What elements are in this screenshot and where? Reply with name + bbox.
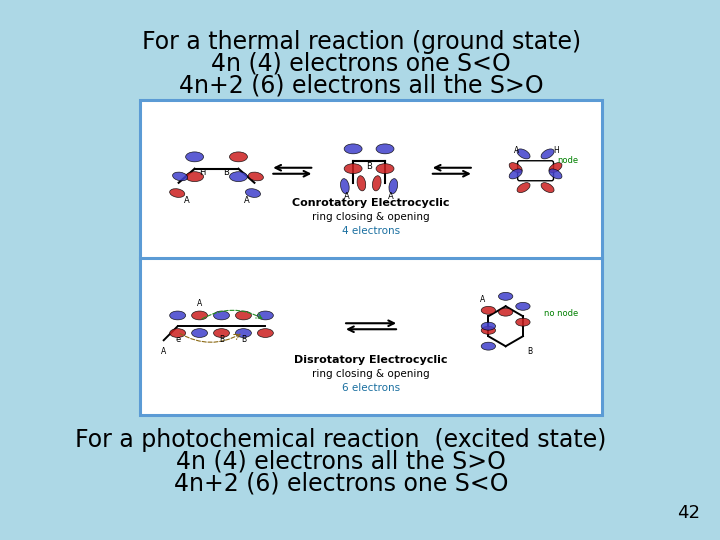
Ellipse shape <box>517 149 530 159</box>
Ellipse shape <box>192 329 207 338</box>
Ellipse shape <box>549 169 562 179</box>
Ellipse shape <box>376 164 394 173</box>
Text: B: B <box>224 168 230 177</box>
Ellipse shape <box>170 329 186 338</box>
Ellipse shape <box>214 311 230 320</box>
Text: A: A <box>344 192 350 201</box>
Text: A: A <box>184 195 189 205</box>
Ellipse shape <box>170 188 185 198</box>
Ellipse shape <box>498 308 513 316</box>
Text: 6 electrons: 6 electrons <box>342 383 400 393</box>
Text: ring closing & opening: ring closing & opening <box>312 212 430 221</box>
Text: e: e <box>175 335 180 345</box>
Ellipse shape <box>498 292 513 300</box>
Ellipse shape <box>517 183 530 193</box>
Text: A: A <box>197 299 202 308</box>
Text: A: A <box>480 295 485 304</box>
Ellipse shape <box>214 329 230 338</box>
Ellipse shape <box>258 329 274 338</box>
Ellipse shape <box>516 302 530 310</box>
Ellipse shape <box>246 188 261 198</box>
Ellipse shape <box>230 172 248 181</box>
Text: 4n (4) electrons one S<O: 4n (4) electrons one S<O <box>211 52 511 76</box>
Text: B: B <box>241 335 246 345</box>
Ellipse shape <box>186 152 204 162</box>
Text: 4 electrons: 4 electrons <box>342 226 400 235</box>
Text: A: A <box>161 347 166 356</box>
Text: For a photochemical reaction  (excited state): For a photochemical reaction (excited st… <box>76 428 607 452</box>
Ellipse shape <box>235 329 251 338</box>
Text: node: node <box>557 156 579 165</box>
Ellipse shape <box>186 172 204 181</box>
Text: B: B <box>219 335 224 345</box>
Text: H: H <box>554 146 559 155</box>
Ellipse shape <box>481 322 495 330</box>
Text: no node: no node <box>544 309 577 318</box>
Ellipse shape <box>344 164 362 173</box>
Ellipse shape <box>389 179 397 194</box>
Ellipse shape <box>258 311 274 320</box>
Text: H: H <box>199 168 206 177</box>
Ellipse shape <box>235 311 251 320</box>
Ellipse shape <box>173 172 188 181</box>
Ellipse shape <box>344 144 362 154</box>
Ellipse shape <box>549 163 562 173</box>
Ellipse shape <box>230 152 248 162</box>
Text: Disrotatory Electrocyclic: Disrotatory Electrocyclic <box>294 355 448 365</box>
Text: 4n+2 (6) electrons one S<O: 4n+2 (6) electrons one S<O <box>174 472 508 496</box>
Ellipse shape <box>376 144 394 154</box>
Ellipse shape <box>481 306 495 314</box>
Text: Conrotatory Electrocyclic: Conrotatory Electrocyclic <box>292 198 450 207</box>
Ellipse shape <box>192 311 207 320</box>
Ellipse shape <box>481 342 495 350</box>
Text: 4n+2 (6) electrons all the S>O: 4n+2 (6) electrons all the S>O <box>179 74 544 98</box>
Text: B: B <box>528 347 533 356</box>
Text: ring closing & opening: ring closing & opening <box>312 369 430 379</box>
Ellipse shape <box>170 311 186 320</box>
Ellipse shape <box>341 179 349 194</box>
Ellipse shape <box>509 169 522 179</box>
Ellipse shape <box>357 176 366 191</box>
Text: A: A <box>513 146 519 155</box>
Text: 4n (4) electrons all the S>O: 4n (4) electrons all the S>O <box>176 450 506 474</box>
Text: A: A <box>243 195 249 205</box>
Ellipse shape <box>541 149 554 159</box>
Text: For a thermal reaction (ground state): For a thermal reaction (ground state) <box>142 30 580 54</box>
Ellipse shape <box>481 326 495 334</box>
Text: A: A <box>388 192 394 201</box>
Ellipse shape <box>372 176 381 191</box>
Ellipse shape <box>248 172 264 181</box>
Text: 42: 42 <box>677 504 700 522</box>
Bar <box>140 100 603 415</box>
Ellipse shape <box>509 163 522 173</box>
Ellipse shape <box>541 183 554 193</box>
Ellipse shape <box>516 318 530 326</box>
Text: B: B <box>366 162 372 171</box>
